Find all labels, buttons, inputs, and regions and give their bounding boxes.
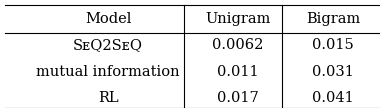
Text: 0.041: 0.041	[312, 91, 354, 105]
Text: 0.0062: 0.0062	[212, 38, 263, 52]
Text: mutual information: mutual information	[36, 65, 180, 79]
Text: Model: Model	[85, 12, 131, 26]
Text: Unigram: Unigram	[205, 12, 270, 26]
Text: 0.015: 0.015	[312, 38, 354, 52]
Text: Bigram: Bigram	[306, 12, 360, 26]
Text: RL: RL	[98, 91, 118, 105]
Text: 0.031: 0.031	[312, 65, 354, 79]
Text: 0.011: 0.011	[217, 65, 258, 79]
Text: 0.017: 0.017	[217, 91, 258, 105]
Text: SᴇQ2SᴇQ: SᴇQ2SᴇQ	[73, 38, 143, 52]
